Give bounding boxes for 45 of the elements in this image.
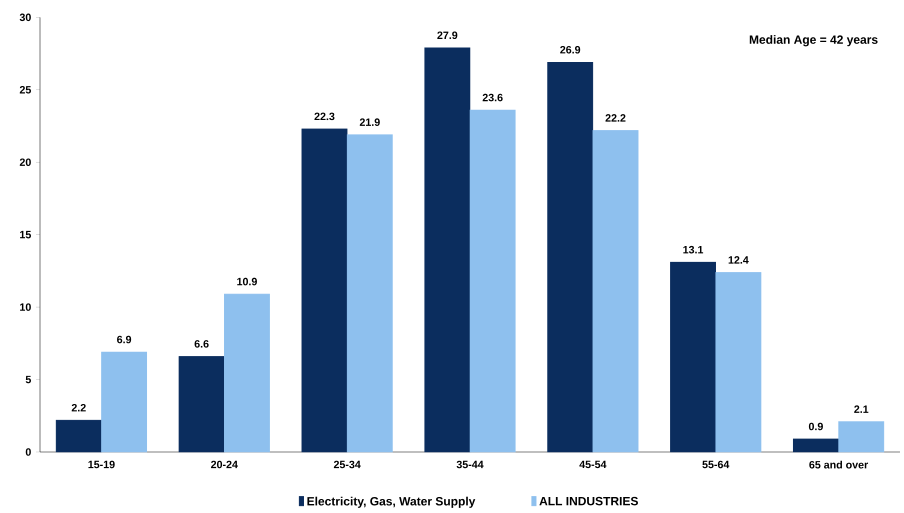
data-label: 13.1 [683, 246, 704, 254]
bar [302, 128, 348, 452]
bar [178, 356, 225, 452]
data-label: 6.6 [194, 340, 209, 348]
bar [792, 438, 839, 452]
bar [470, 110, 516, 452]
y-tick-label: 10 [20, 303, 31, 312]
x-tick-label: 55-64 [702, 460, 730, 468]
y-tick-label: 20 [20, 158, 31, 166]
bar [670, 262, 716, 452]
data-label: 22.2 [606, 114, 626, 122]
y-tick-label: 25 [20, 86, 31, 94]
legend-label: ALL INDUSTRIES [539, 496, 638, 506]
bar [101, 352, 148, 452]
data-label: 6.9 [117, 336, 132, 344]
bar [838, 421, 884, 452]
data-label: 21.9 [360, 118, 380, 126]
data-label: 26.9 [560, 46, 580, 54]
x-tick-label: 20-24 [211, 460, 238, 468]
legend-label: Electricity, Gas, Water Supply [307, 496, 476, 508]
y-tick-label: 5 [26, 376, 31, 384]
y-tick-label: 30 [20, 14, 31, 22]
data-label: 12.4 [728, 256, 749, 264]
data-label: 0.9 [808, 422, 823, 430]
bar [547, 62, 594, 452]
data-label: 27.9 [437, 32, 458, 40]
x-tick-label: 45-54 [579, 460, 606, 468]
bar [424, 48, 470, 452]
data-label: 2.2 [72, 404, 86, 412]
bar [715, 272, 762, 452]
data-label: 23.6 [482, 94, 503, 102]
bar [56, 420, 102, 452]
x-tick-label: 25-34 [334, 460, 361, 468]
data-label: 10.9 [237, 278, 257, 286]
x-tick-label: 15-19 [88, 460, 115, 468]
data-label: 2.1 [854, 406, 868, 413]
y-tick-label: 15 [20, 231, 31, 239]
x-tick-label: 65 and over [809, 460, 868, 469]
annotation: Median Age = 42 years [750, 35, 878, 46]
x-tick-label: 35-44 [456, 460, 484, 468]
bar [346, 134, 393, 452]
y-tick-label: 0 [26, 448, 31, 456]
data-label: 22.3 [314, 112, 334, 120]
bar [592, 130, 638, 452]
bar [224, 294, 270, 452]
